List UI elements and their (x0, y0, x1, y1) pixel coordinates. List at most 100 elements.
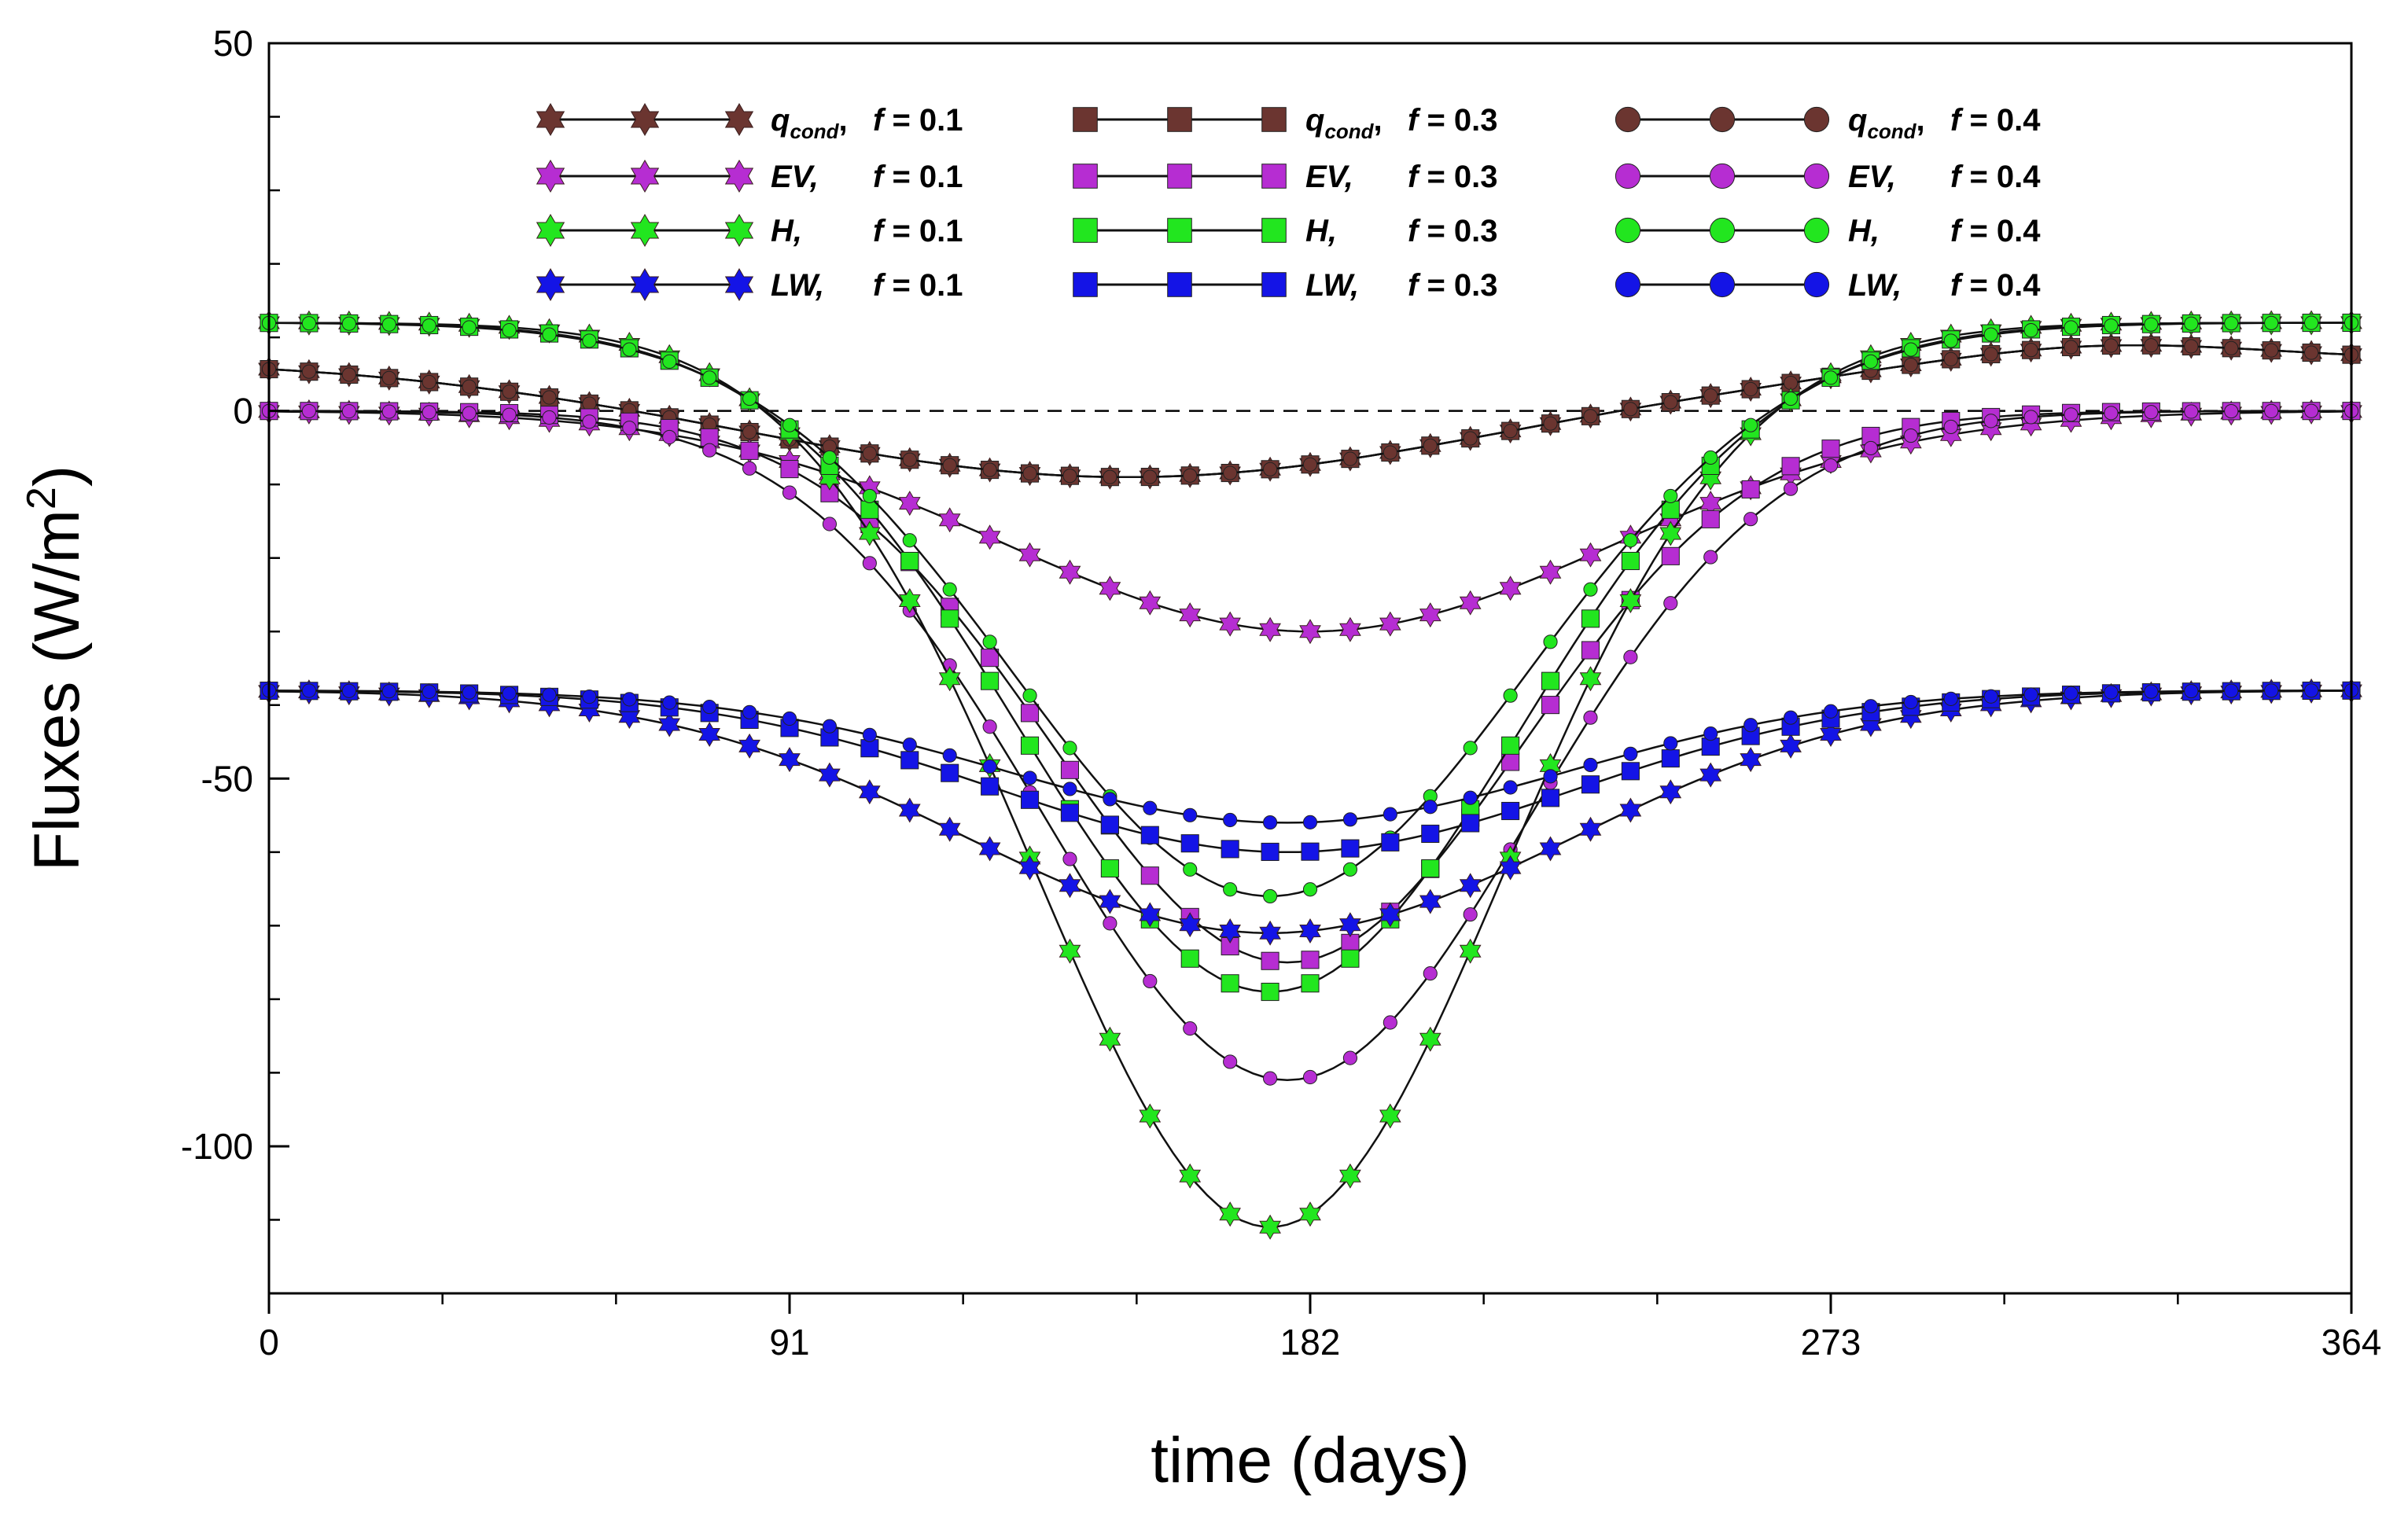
data-point (698, 722, 720, 747)
data-point (1302, 882, 1318, 897)
data-point (662, 695, 677, 710)
data-point (2144, 317, 2159, 332)
data-point (942, 582, 957, 597)
data-point (862, 727, 877, 742)
data-point (702, 443, 717, 458)
legend-f-var: f (1408, 103, 1421, 138)
data-point (1219, 611, 1241, 637)
legend: qcond, f = 0.1EV, f = 0.1H, f = 0.1LW, f = … (536, 103, 2041, 303)
data-point (1022, 771, 1037, 785)
data-point (381, 404, 396, 419)
data-point (742, 425, 757, 440)
data-point (422, 318, 436, 333)
data-point (2184, 684, 2199, 699)
data-point (1223, 882, 1238, 897)
legend-f-value: = 0.4 (1961, 103, 2041, 138)
data-point (1743, 718, 1758, 733)
legend-f: f = 0.3 (1408, 160, 1498, 194)
data-point (381, 317, 396, 332)
legend-label: EV, f = 0.4 (1848, 160, 2041, 194)
data-point (1703, 550, 1718, 565)
data-point (862, 556, 877, 571)
data-point (1943, 419, 1958, 434)
data-point (1180, 949, 1199, 968)
legend-f: f = 0.3 (1408, 268, 1498, 303)
data-point (1100, 815, 1119, 834)
legend-f: f = 0.4 (1950, 160, 2041, 194)
data-point (1423, 800, 1438, 815)
data-point (381, 370, 396, 385)
data-point (1259, 1214, 1281, 1240)
legend-f-value: = 0.4 (1961, 160, 2041, 194)
series-line (268, 410, 2352, 633)
legend-label: H, f = 0.1 (771, 214, 963, 248)
legend-marker (1261, 218, 1287, 243)
data-point (1179, 912, 1202, 938)
data-point (2064, 407, 2078, 422)
series-line (268, 689, 2351, 824)
data-point (1060, 760, 1080, 779)
data-point (1143, 469, 1158, 484)
data-point (1423, 966, 1438, 981)
data-point (1543, 416, 1558, 431)
legend-entry: LW, f = 0.3 (1073, 268, 1498, 303)
data-point (1062, 782, 1077, 796)
series-group (258, 310, 2362, 1240)
legend-entry: EV, f = 0.4 (1615, 160, 2041, 194)
data-point (2224, 683, 2239, 698)
legend-f: f = 0.3 (1408, 103, 1498, 138)
data-point (1621, 762, 1640, 781)
data-point (982, 634, 997, 649)
data-point (2023, 410, 2038, 425)
data-point (1463, 790, 1478, 805)
data-point (2303, 315, 2319, 330)
legend-marker (1073, 272, 1098, 297)
data-point (2064, 320, 2078, 335)
data-point (982, 759, 997, 774)
legend-comma: , (1374, 103, 1391, 138)
data-point (2224, 340, 2239, 355)
legend-f-value: = 0.1 (883, 268, 963, 303)
data-point (1383, 445, 1397, 460)
data-point (898, 588, 921, 613)
data-point (2023, 323, 2038, 338)
data-point (1661, 749, 1680, 768)
legend-var: EV, (1305, 160, 1353, 194)
legend-var: q (1848, 103, 1867, 138)
data-point (822, 517, 838, 531)
data-point (1379, 1103, 1401, 1129)
data-point (1743, 512, 1758, 527)
data-point (1703, 726, 1718, 741)
data-point (2104, 685, 2119, 700)
legend-f-var: f (873, 268, 886, 303)
data-point (1541, 789, 1560, 807)
legend-f: f = 0.4 (1950, 268, 2041, 303)
legend-f-var: f (1950, 103, 1964, 138)
data-point (1183, 807, 1198, 822)
data-point (981, 777, 1000, 796)
data-point (1379, 611, 1401, 637)
data-point (1223, 1054, 1238, 1069)
legend-entry: H, f = 0.1 (536, 214, 963, 248)
data-point (1663, 596, 1678, 611)
data-point (1579, 666, 1602, 692)
data-point (742, 461, 757, 476)
data-point (938, 666, 961, 692)
data-point (1299, 1201, 1321, 1227)
legend-marker (1709, 271, 1736, 298)
legend-f-var: f (873, 160, 886, 194)
data-point (1221, 974, 1239, 993)
data-point (702, 699, 717, 715)
data-point (862, 446, 877, 461)
data-point (1783, 481, 1799, 496)
data-point (982, 719, 997, 734)
data-point (1903, 342, 1918, 357)
legend-var: LW, (1305, 268, 1359, 303)
data-point (1740, 747, 1762, 773)
y-axis-title-superscript: 2 (19, 487, 64, 509)
data-point (738, 733, 760, 759)
data-point (1823, 370, 1839, 385)
data-point (822, 450, 838, 465)
data-point (1099, 888, 1121, 914)
data-point (1342, 862, 1358, 877)
